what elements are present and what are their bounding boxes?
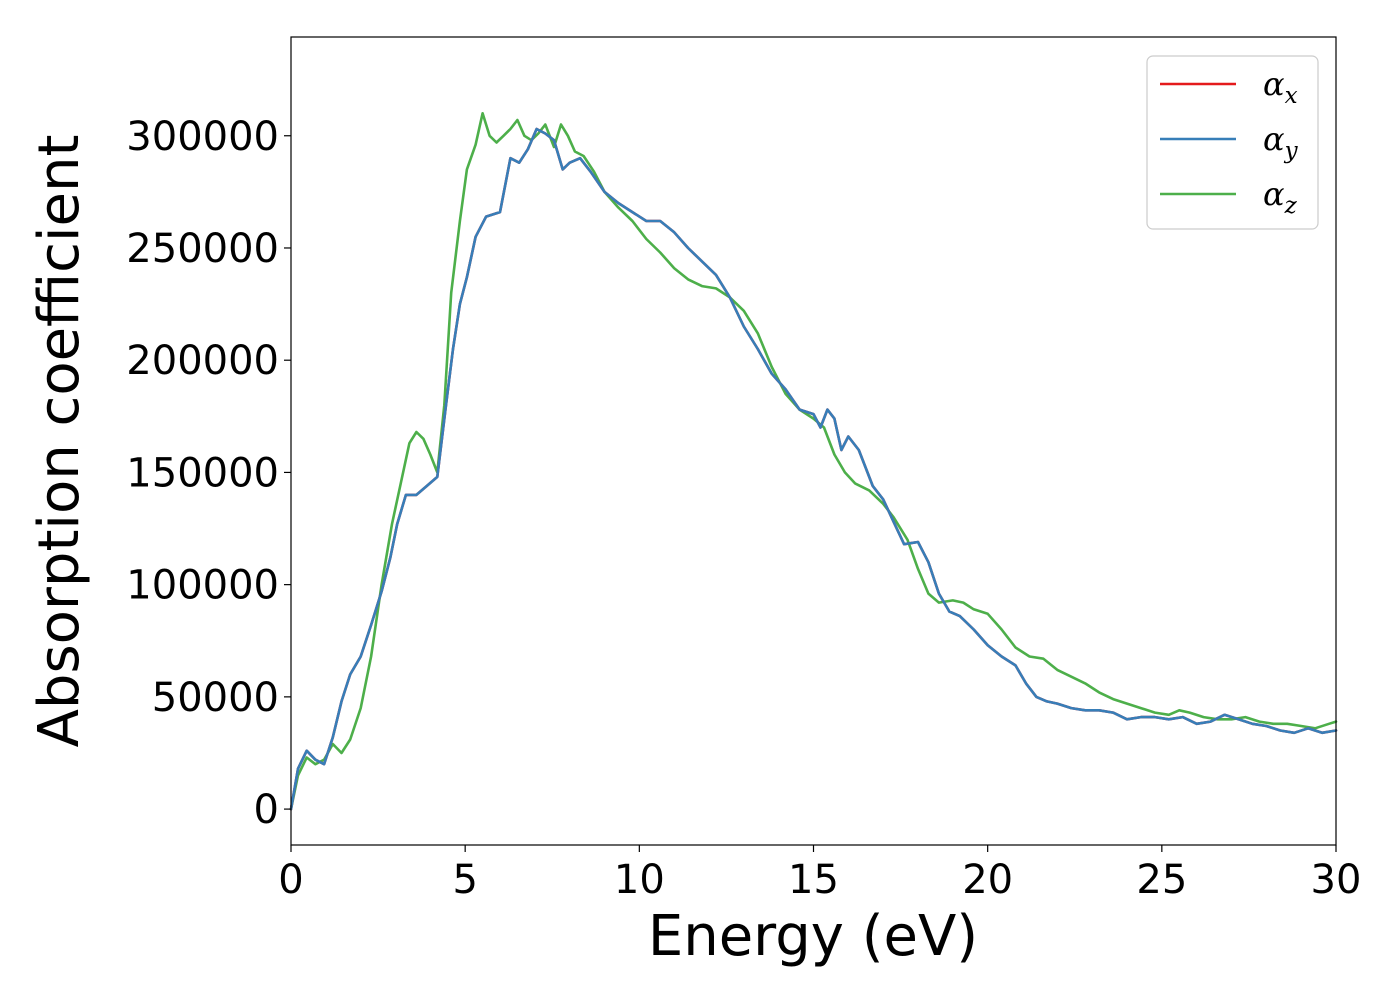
x-axis: 0 5 10 15 20 25 30 (278, 845, 1361, 903)
x-tick-label: 10 (614, 857, 665, 903)
x-tick-label: 5 (452, 857, 477, 903)
y-tick-label: 150000 (126, 450, 279, 496)
legend-label-subscript: x (1285, 83, 1298, 109)
y-tick-label: 50000 (152, 675, 279, 721)
legend-label-symbol: α (1263, 65, 1285, 103)
legend-label-alpha-z: αz (1263, 175, 1298, 219)
legend-label-symbol: α (1263, 175, 1285, 213)
x-tick-label: 30 (1311, 857, 1362, 903)
y-tick-label: 250000 (126, 226, 279, 272)
x-tick-label: 25 (1136, 857, 1187, 903)
y-axis-title: Absorption coefficient (27, 135, 92, 748)
y-tick-label: 300000 (126, 114, 279, 160)
legend-label-symbol: α (1263, 120, 1285, 158)
y-tick-label: 100000 (126, 563, 279, 609)
y-tick-label: 0 (254, 787, 279, 833)
x-tick-label: 15 (788, 857, 839, 903)
legend-box (1146, 55, 1319, 230)
legend-label-subscript: y (1284, 138, 1299, 164)
series-layer (289, 112, 1338, 811)
legend-label-subscript: z (1284, 193, 1298, 219)
series-line-alpha-y (289, 127, 1338, 811)
series-line-alpha-x (289, 127, 1338, 811)
x-axis-title: Energy (eV) (648, 904, 978, 969)
x-tick-label: 20 (962, 857, 1013, 903)
y-tick-label: 200000 (126, 338, 279, 384)
legend-label-alpha-x: αx (1263, 65, 1298, 109)
y-axis: 0 50000 100000 150000 200000 250000 300000 (126, 114, 291, 833)
x-tick-label: 0 (278, 857, 303, 903)
series-line-alpha-z (289, 112, 1338, 811)
legend-label-alpha-y: αy (1263, 120, 1299, 164)
